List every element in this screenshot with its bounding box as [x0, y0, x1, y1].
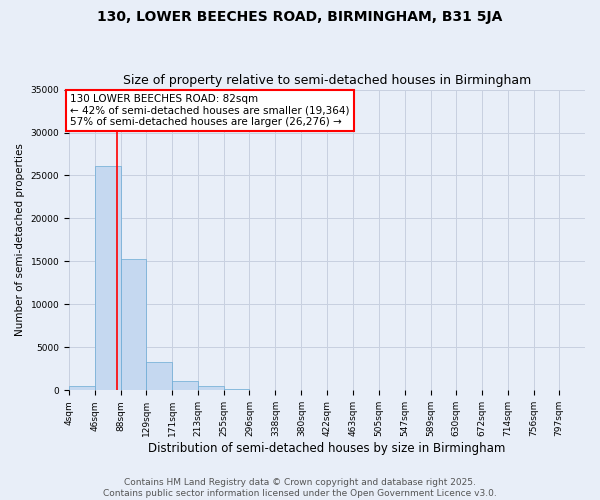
Bar: [172, 381, 198, 390]
Text: 130, LOWER BEECHES ROAD, BIRMINGHAM, B31 5JA: 130, LOWER BEECHES ROAD, BIRMINGHAM, B31…: [97, 10, 503, 24]
Bar: [146, 362, 172, 390]
Bar: [198, 386, 224, 390]
Text: Contains HM Land Registry data © Crown copyright and database right 2025.
Contai: Contains HM Land Registry data © Crown c…: [103, 478, 497, 498]
X-axis label: Distribution of semi-detached houses by size in Birmingham: Distribution of semi-detached houses by …: [148, 442, 506, 455]
Bar: [69, 386, 95, 390]
Title: Size of property relative to semi-detached houses in Birmingham: Size of property relative to semi-detach…: [123, 74, 531, 87]
Y-axis label: Number of semi-detached properties: Number of semi-detached properties: [15, 144, 25, 336]
Bar: [121, 259, 146, 390]
Text: 130 LOWER BEECHES ROAD: 82sqm
← 42% of semi-detached houses are smaller (19,364): 130 LOWER BEECHES ROAD: 82sqm ← 42% of s…: [70, 94, 350, 127]
Bar: [95, 166, 121, 390]
